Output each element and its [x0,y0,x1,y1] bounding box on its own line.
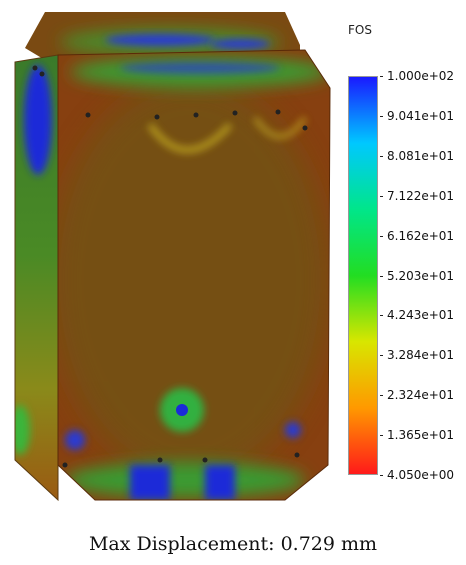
legend-tick-label: 1.365e+01 [380,428,454,442]
legend-tick-label: 5.203e+01 [380,269,454,283]
top-panel [25,12,300,60]
legend-tick-label: 8.081e+01 [380,149,454,163]
bolt-holes [32,65,308,468]
bolt-hole [62,462,68,468]
bolt-hole [202,457,208,463]
bolt-hole [302,125,308,131]
bolt-hole [39,71,45,77]
legend-tick-label: 2.324e+01 [380,388,454,402]
bolt-hole [294,452,300,458]
bolt-hole [275,109,281,115]
legend-tick-label: 1.000e+02 [380,69,454,83]
max-displacement-caption: Max Displacement: 0.729 mm [88,533,378,555]
legend-tick-label: 6.162e+01 [380,229,454,243]
bolt-hole [232,110,238,116]
bolt-hole [193,112,199,118]
legend-tick-label: 4.243e+01 [380,308,454,322]
bolt-hole [85,112,91,118]
legend-tick-label: 7.122e+01 [380,189,454,203]
legend-title: FOS [348,23,372,37]
front-panel [57,49,331,501]
color-scale-bar [348,76,378,475]
bolt-hole [154,114,160,120]
legend-tick-label: 9.041e+01 [380,109,454,123]
legend-tick-label: 4.050e+00 [380,468,454,482]
left-panel [14,54,59,502]
bolt-hole [32,65,38,71]
legend-tick-label: 3.284e+01 [380,348,454,362]
bolt-hole [157,457,163,463]
